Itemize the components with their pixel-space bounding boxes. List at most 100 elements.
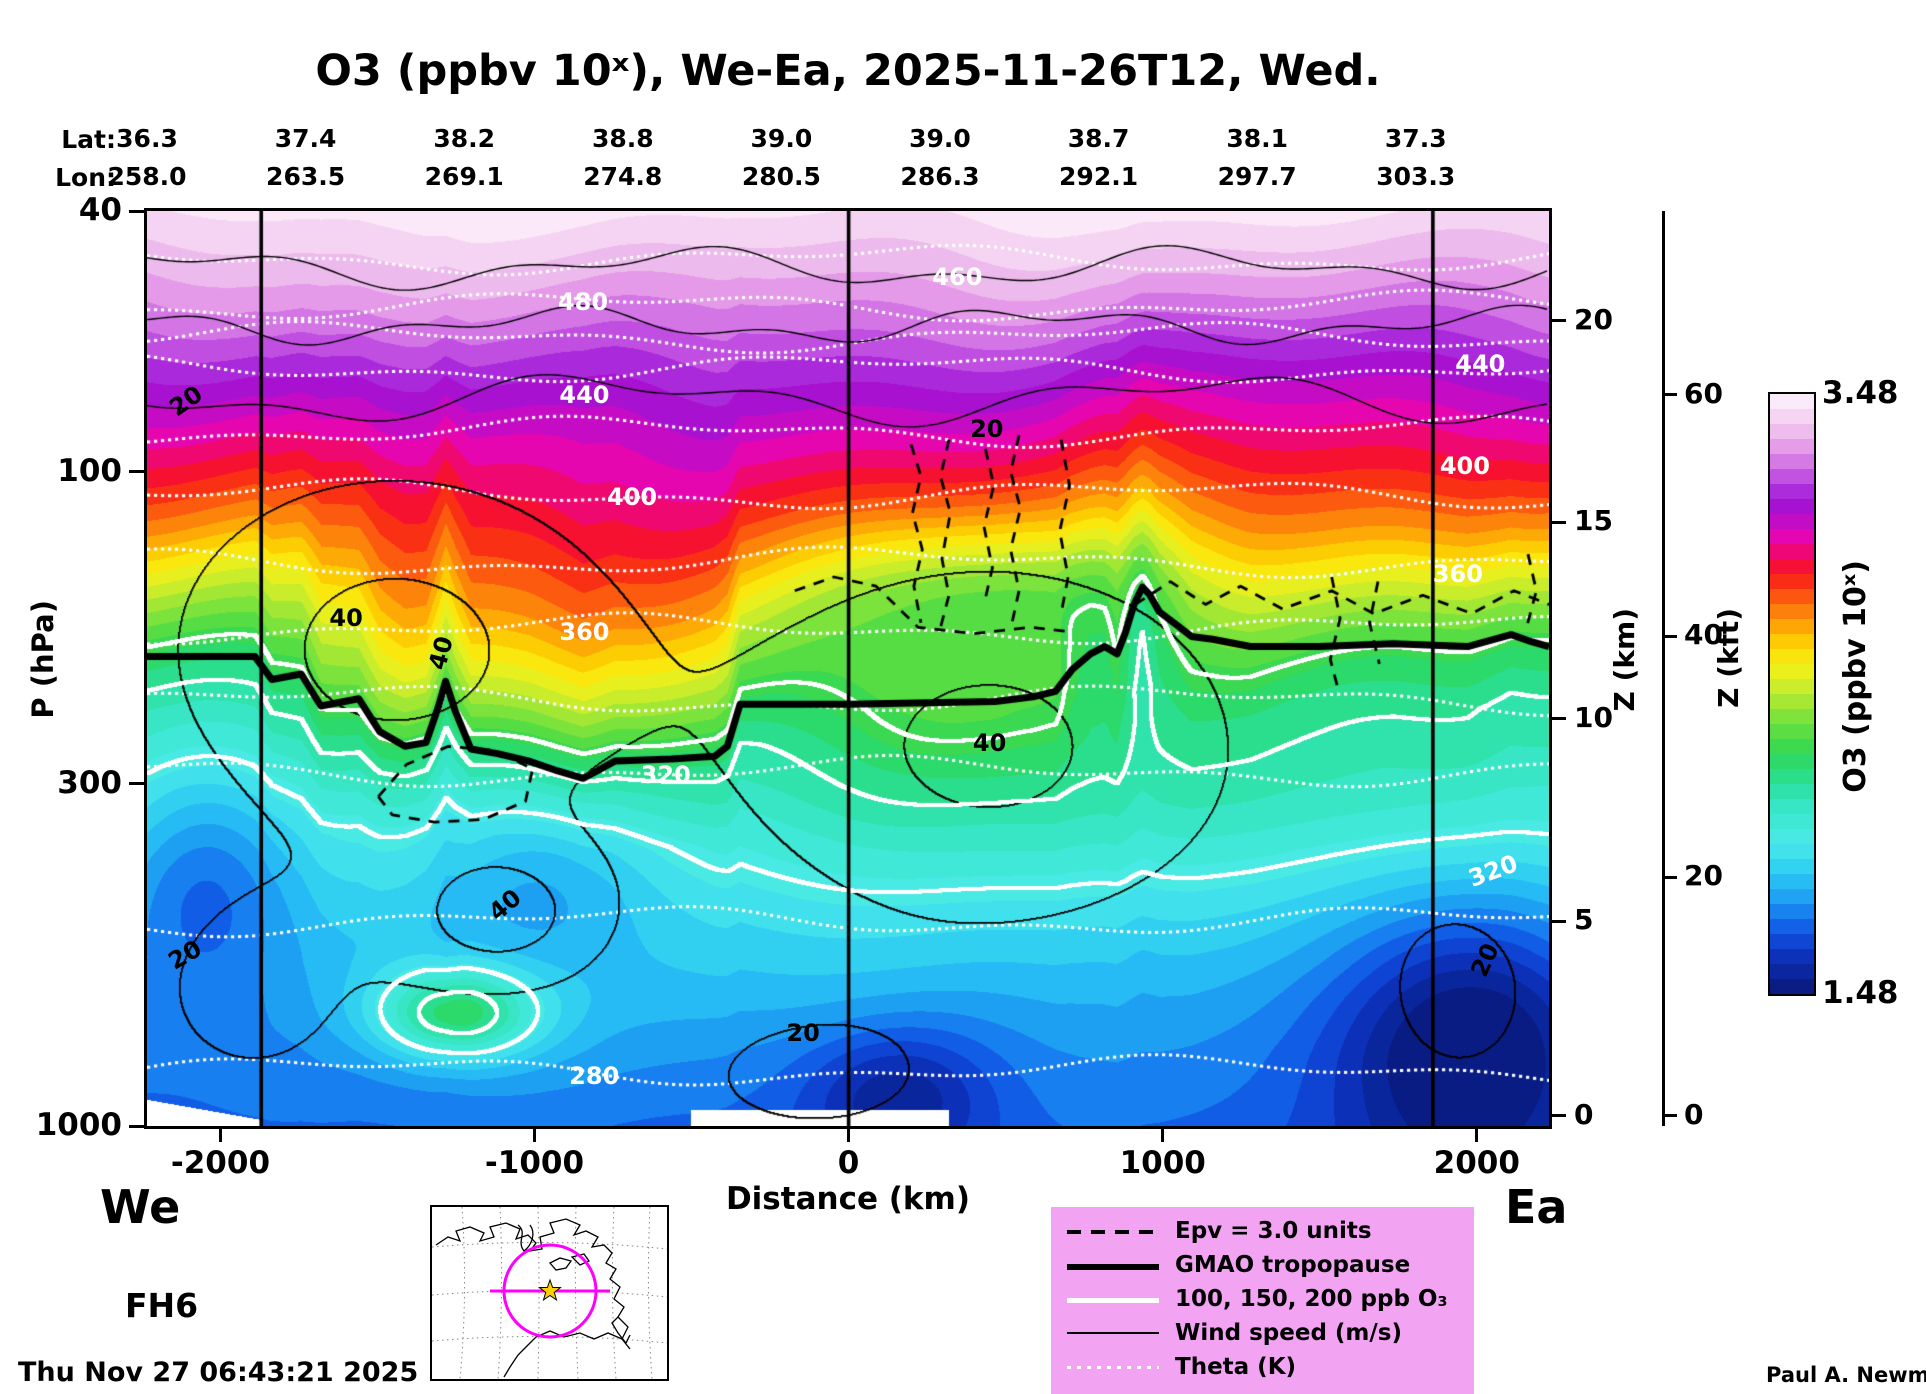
legend-label: Theta (K) bbox=[1175, 1354, 1297, 1380]
legend-label: Wind speed (m/s) bbox=[1175, 1320, 1403, 1346]
contour-label: 280 bbox=[569, 1061, 620, 1090]
lat-axis-row: 36.3 37.4 38.2 38.8 39.0 39.0 38.7 38.1 37.3 bbox=[116, 124, 1549, 154]
lat-value: 39.0 bbox=[909, 124, 971, 153]
distance-tick bbox=[218, 1127, 222, 1142]
distance-tick-label: 2000 bbox=[1433, 1145, 1520, 1181]
lon-value: 263.5 bbox=[266, 162, 346, 191]
lon-value: 297.7 bbox=[1217, 162, 1297, 191]
contour-label: 40 bbox=[482, 884, 527, 927]
contour-label-layer: 480 460 440 440 400 400 360 360 320 320 280 20 20 40 4… bbox=[147, 211, 1549, 1126]
z-kft-tick bbox=[1665, 393, 1677, 397]
z-km-tick-label: 15 bbox=[1574, 504, 1613, 538]
lon-value: 269.1 bbox=[424, 162, 504, 191]
legend-item: Epv = 3.0 units bbox=[1051, 1215, 1474, 1249]
lat-row-label: Lat: bbox=[61, 125, 116, 154]
lon-value: 303.3 bbox=[1376, 162, 1456, 191]
pressure-tick bbox=[129, 470, 144, 473]
z-km-tick bbox=[1552, 1114, 1566, 1118]
contour-label: 320 bbox=[1464, 848, 1522, 893]
distance-tick bbox=[533, 1127, 536, 1142]
contour-label: 320 bbox=[640, 760, 691, 789]
west-end-label: We bbox=[100, 1180, 181, 1234]
map-coastline bbox=[435, 1218, 631, 1378]
lat-value: 39.0 bbox=[750, 124, 813, 153]
lat-value: 38.1 bbox=[1226, 124, 1288, 153]
page-title: O3 (ppbv 10ˣ), We-Ea, 2025-11-26T12, Wed… bbox=[315, 46, 1381, 96]
z-kft-tick-label: 40 bbox=[1684, 618, 1723, 652]
contour-label: 360 bbox=[1432, 560, 1483, 589]
plot-area: 480 460 440 440 400 400 360 360 320 320 280 20 20 40 4… bbox=[144, 208, 1552, 1129]
z-kft-tick bbox=[1665, 1114, 1677, 1118]
pressure-tick-label: 1000 bbox=[35, 1107, 122, 1143]
contour-label: 460 bbox=[932, 262, 983, 291]
distance-tick-label: 1000 bbox=[1119, 1145, 1206, 1181]
map-inset-svg bbox=[431, 1206, 668, 1380]
lon-value: 292.1 bbox=[1059, 162, 1139, 191]
z-km-tick bbox=[1552, 717, 1566, 721]
z-kft-tick-label: 0 bbox=[1684, 1097, 1704, 1131]
z-km-tick-label: 5 bbox=[1574, 903, 1594, 937]
z-kft-tick-label: 60 bbox=[1684, 376, 1723, 410]
plot-canvas bbox=[147, 211, 1549, 1126]
lon-value: 258.0 bbox=[107, 162, 187, 191]
contour-label: 400 bbox=[1439, 452, 1490, 481]
legend: Epv = 3.0 units GMAO tropopause 100, 150, … bbox=[1051, 1207, 1474, 1394]
legend-item: Theta (K) bbox=[1051, 1351, 1474, 1385]
colorbar bbox=[1768, 392, 1816, 996]
lat-value: 37.3 bbox=[1384, 124, 1447, 153]
legend-line-sample-dotted-white bbox=[1067, 1366, 1159, 1369]
contour-label: 400 bbox=[607, 483, 658, 512]
lon-row-label: Lon: bbox=[55, 163, 116, 192]
z-km-tick-label: 20 bbox=[1574, 302, 1613, 336]
location-star-icon bbox=[538, 1278, 562, 1302]
contour-label: 20 bbox=[163, 934, 207, 976]
contour-label: 40 bbox=[329, 604, 363, 633]
distance-tick-label: 0 bbox=[837, 1145, 860, 1181]
distance-tick bbox=[1475, 1127, 1479, 1142]
contour-label: 440 bbox=[559, 380, 610, 409]
z-kft-tick bbox=[1665, 875, 1677, 879]
legend-line-sample-dashed-black bbox=[1067, 1230, 1159, 1234]
legend-line-sample-thin-black bbox=[1067, 1332, 1159, 1334]
distance-tick-label: -2000 bbox=[170, 1145, 271, 1181]
pressure-tick-label: 100 bbox=[57, 452, 122, 489]
contour-label: 20 bbox=[786, 1018, 820, 1047]
legend-label: GMAO tropopause bbox=[1175, 1252, 1411, 1278]
pressure-tick bbox=[129, 209, 144, 213]
legend-line-sample-thick-white bbox=[1067, 1298, 1159, 1303]
lon-axis-row: 258.0 263.5 269.1 274.8 280.5 286.3 292.1 297.7… bbox=[107, 162, 1549, 192]
contour-label: 440 bbox=[1455, 349, 1506, 378]
forecast-hour-label: FH6 bbox=[125, 1286, 199, 1325]
pressure-axis-label: P (hPa) bbox=[26, 600, 60, 719]
contour-label: 40 bbox=[972, 728, 1007, 757]
z-km-tick-label: 10 bbox=[1574, 700, 1613, 734]
contour-label: 40 bbox=[423, 633, 460, 673]
lat-value: 38.7 bbox=[1067, 124, 1130, 153]
colorbar-title: O3 (ppbv 10ˣ) bbox=[1838, 560, 1873, 793]
colorbar-max-label: 3.48 bbox=[1822, 375, 1899, 411]
contour-label: 20 bbox=[970, 414, 1004, 443]
colorbar-min-label: 1.48 bbox=[1822, 975, 1899, 1011]
distance-axis-label: Distance (km) bbox=[725, 1181, 971, 1217]
timestamp: Thu Nov 27 06:43:21 2025 bbox=[18, 1357, 419, 1388]
lat-value: 36.3 bbox=[116, 124, 178, 153]
lon-value: 286.3 bbox=[900, 162, 980, 191]
credit: Paul A. Newman (NASA bbox=[1766, 1363, 1926, 1387]
z-kft-tick bbox=[1665, 634, 1677, 638]
legend-line-sample-thick-black bbox=[1067, 1264, 1159, 1270]
distance-tick bbox=[1161, 1127, 1165, 1142]
lon-value: 280.5 bbox=[741, 162, 821, 191]
pressure-tick bbox=[129, 782, 144, 786]
legend-item: GMAO tropopause bbox=[1051, 1249, 1474, 1283]
map-inset bbox=[430, 1205, 669, 1381]
legend-label: Epv = 3.0 units bbox=[1175, 1218, 1372, 1244]
east-end-label: Ea bbox=[1505, 1180, 1568, 1234]
pressure-tick bbox=[129, 1124, 144, 1128]
lon-value: 274.8 bbox=[583, 162, 663, 191]
contour-label: 20 bbox=[1464, 939, 1505, 982]
z-km-tick bbox=[1552, 520, 1566, 524]
map-graticule bbox=[431, 1206, 668, 1380]
z-km-tick bbox=[1552, 319, 1566, 323]
z-kft-axis-line bbox=[1662, 211, 1665, 1126]
